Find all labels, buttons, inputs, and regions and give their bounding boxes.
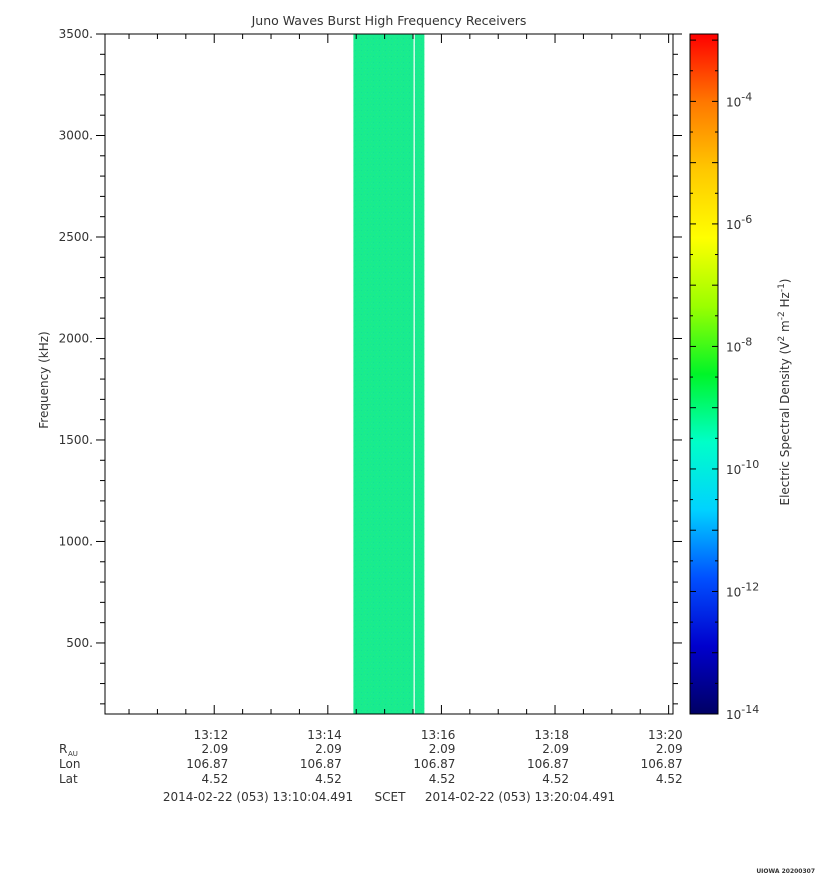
ephemeris-value: 2.09 <box>315 742 342 756</box>
colorbar-tick-exponent: -8 <box>741 335 752 348</box>
x-tick-label: 13:16 <box>421 728 456 742</box>
colorbar-label-close: ) <box>778 278 792 283</box>
y-tick-label: 1000. <box>59 534 93 548</box>
ephemeris-row-label: Lon <box>59 757 80 771</box>
ephemeris-value: 106.87 <box>641 757 683 771</box>
ephemeris-row-sublabel: AU <box>68 750 78 758</box>
colorbar-tick-label: 10-10 <box>726 458 759 477</box>
colorbar-tick-exponent: -6 <box>741 213 752 226</box>
y-tick-label: 2500. <box>59 230 93 244</box>
ephemeris-value: 2.09 <box>656 742 683 756</box>
ephemeris-value: 106.87 <box>186 757 228 771</box>
data-texture <box>353 34 425 714</box>
colorbar-tick-base: 10 <box>726 708 741 722</box>
ephemeris-value: 2.09 <box>202 742 229 756</box>
x-tick-label: 13:12 <box>194 728 229 742</box>
ephemeris-value: 4.52 <box>656 772 683 786</box>
ephemeris-value: 106.87 <box>413 757 455 771</box>
plot-frame <box>104 33 674 715</box>
x-axis: 13:12 13:14 13:16 13:18 13:20 <box>128 34 683 742</box>
y-axis-label: Frequency (kHz) <box>37 331 51 428</box>
ephemeris-row-label: Lat <box>59 772 78 786</box>
colorbar-tick-base: 10 <box>726 585 741 599</box>
y-tick-label: 1500. <box>59 433 93 447</box>
x-tick-label: 13:18 <box>534 728 569 742</box>
colorbar-label-unit-m: m <box>778 320 792 336</box>
colorbar-label-unit-hz-exp: -1 <box>777 283 787 292</box>
ephemeris-value: 4.52 <box>315 772 342 786</box>
ephemeris-value: 4.52 <box>429 772 456 786</box>
x-tick-label: 13:14 <box>307 728 342 742</box>
colorbar-tick-exponent: -10 <box>741 458 759 471</box>
colorbar-tick-exponent: -12 <box>741 580 759 593</box>
colorbar-label-unit-v-exp: 2 <box>777 336 787 342</box>
colorbar-tick-label: 10-4 <box>726 90 752 109</box>
time-scet: SCET <box>375 790 407 804</box>
colorbar-tick-base: 10 <box>726 340 741 354</box>
colorbar-tick-label: 10-6 <box>726 213 752 232</box>
colorbar-tick-base: 10 <box>726 218 741 232</box>
ephemeris-value: 106.87 <box>527 757 569 771</box>
footer-stamp: UIOWA 20200307 <box>756 868 815 875</box>
colorbar-tick-label: 10-12 <box>726 580 759 599</box>
colorbar-tick-label: 10-8 <box>726 335 752 354</box>
colorbar-tick-label: 10-14 <box>726 703 759 722</box>
data-layer <box>353 34 425 714</box>
colorbar-tick-exponent: -14 <box>741 703 759 716</box>
time-start: 2014-02-22 (053) 13:10:04.491 <box>163 790 353 804</box>
chart-title: Juno Waves Burst High Frequency Receiver… <box>251 13 527 28</box>
ephemeris-table: R AU 2.09 2.09 2.09 2.09 2.09 Lon 106.87 106.87 10… <box>59 742 683 786</box>
colorbar-tick-exponent: -4 <box>741 90 752 103</box>
ephemeris-value: 2.09 <box>429 742 456 756</box>
colorbar-label-unit-hz: Hz <box>778 292 792 311</box>
colorbar-gradient <box>689 33 719 715</box>
time-span: 2014-02-22 (053) 13:10:04.491 SCET 2014-… <box>163 790 615 804</box>
colorbar-label: Electric Spectral Density (V2 m-2 Hz-1) <box>777 278 792 505</box>
ephemeris-value: 4.52 <box>542 772 569 786</box>
y-tick-label: 3500. <box>59 27 93 41</box>
ephemeris-value: 4.52 <box>202 772 229 786</box>
colorbar-tick-base: 10 <box>726 463 741 477</box>
y-tick-label: 2000. <box>59 331 93 345</box>
colorbar-label-unit-m-exp: -2 <box>777 311 787 320</box>
colorbar-label-text: Electric Spectral Density (V <box>778 341 792 506</box>
y-tick-label: 500. <box>66 636 93 650</box>
colorbar-tick-base: 10 <box>726 95 741 109</box>
ephemeris-value: 106.87 <box>300 757 342 771</box>
time-end: 2014-02-22 (053) 13:20:04.491 <box>425 790 615 804</box>
ephemeris-row-label: R <box>59 742 67 756</box>
y-tick-label: 3000. <box>59 128 93 142</box>
x-tick-label: 13:20 <box>648 728 683 742</box>
y-axis: 500. 1000. 1500. 2000. 2500. 3000. 3500. <box>59 27 682 705</box>
ephemeris-value: 2.09 <box>542 742 569 756</box>
